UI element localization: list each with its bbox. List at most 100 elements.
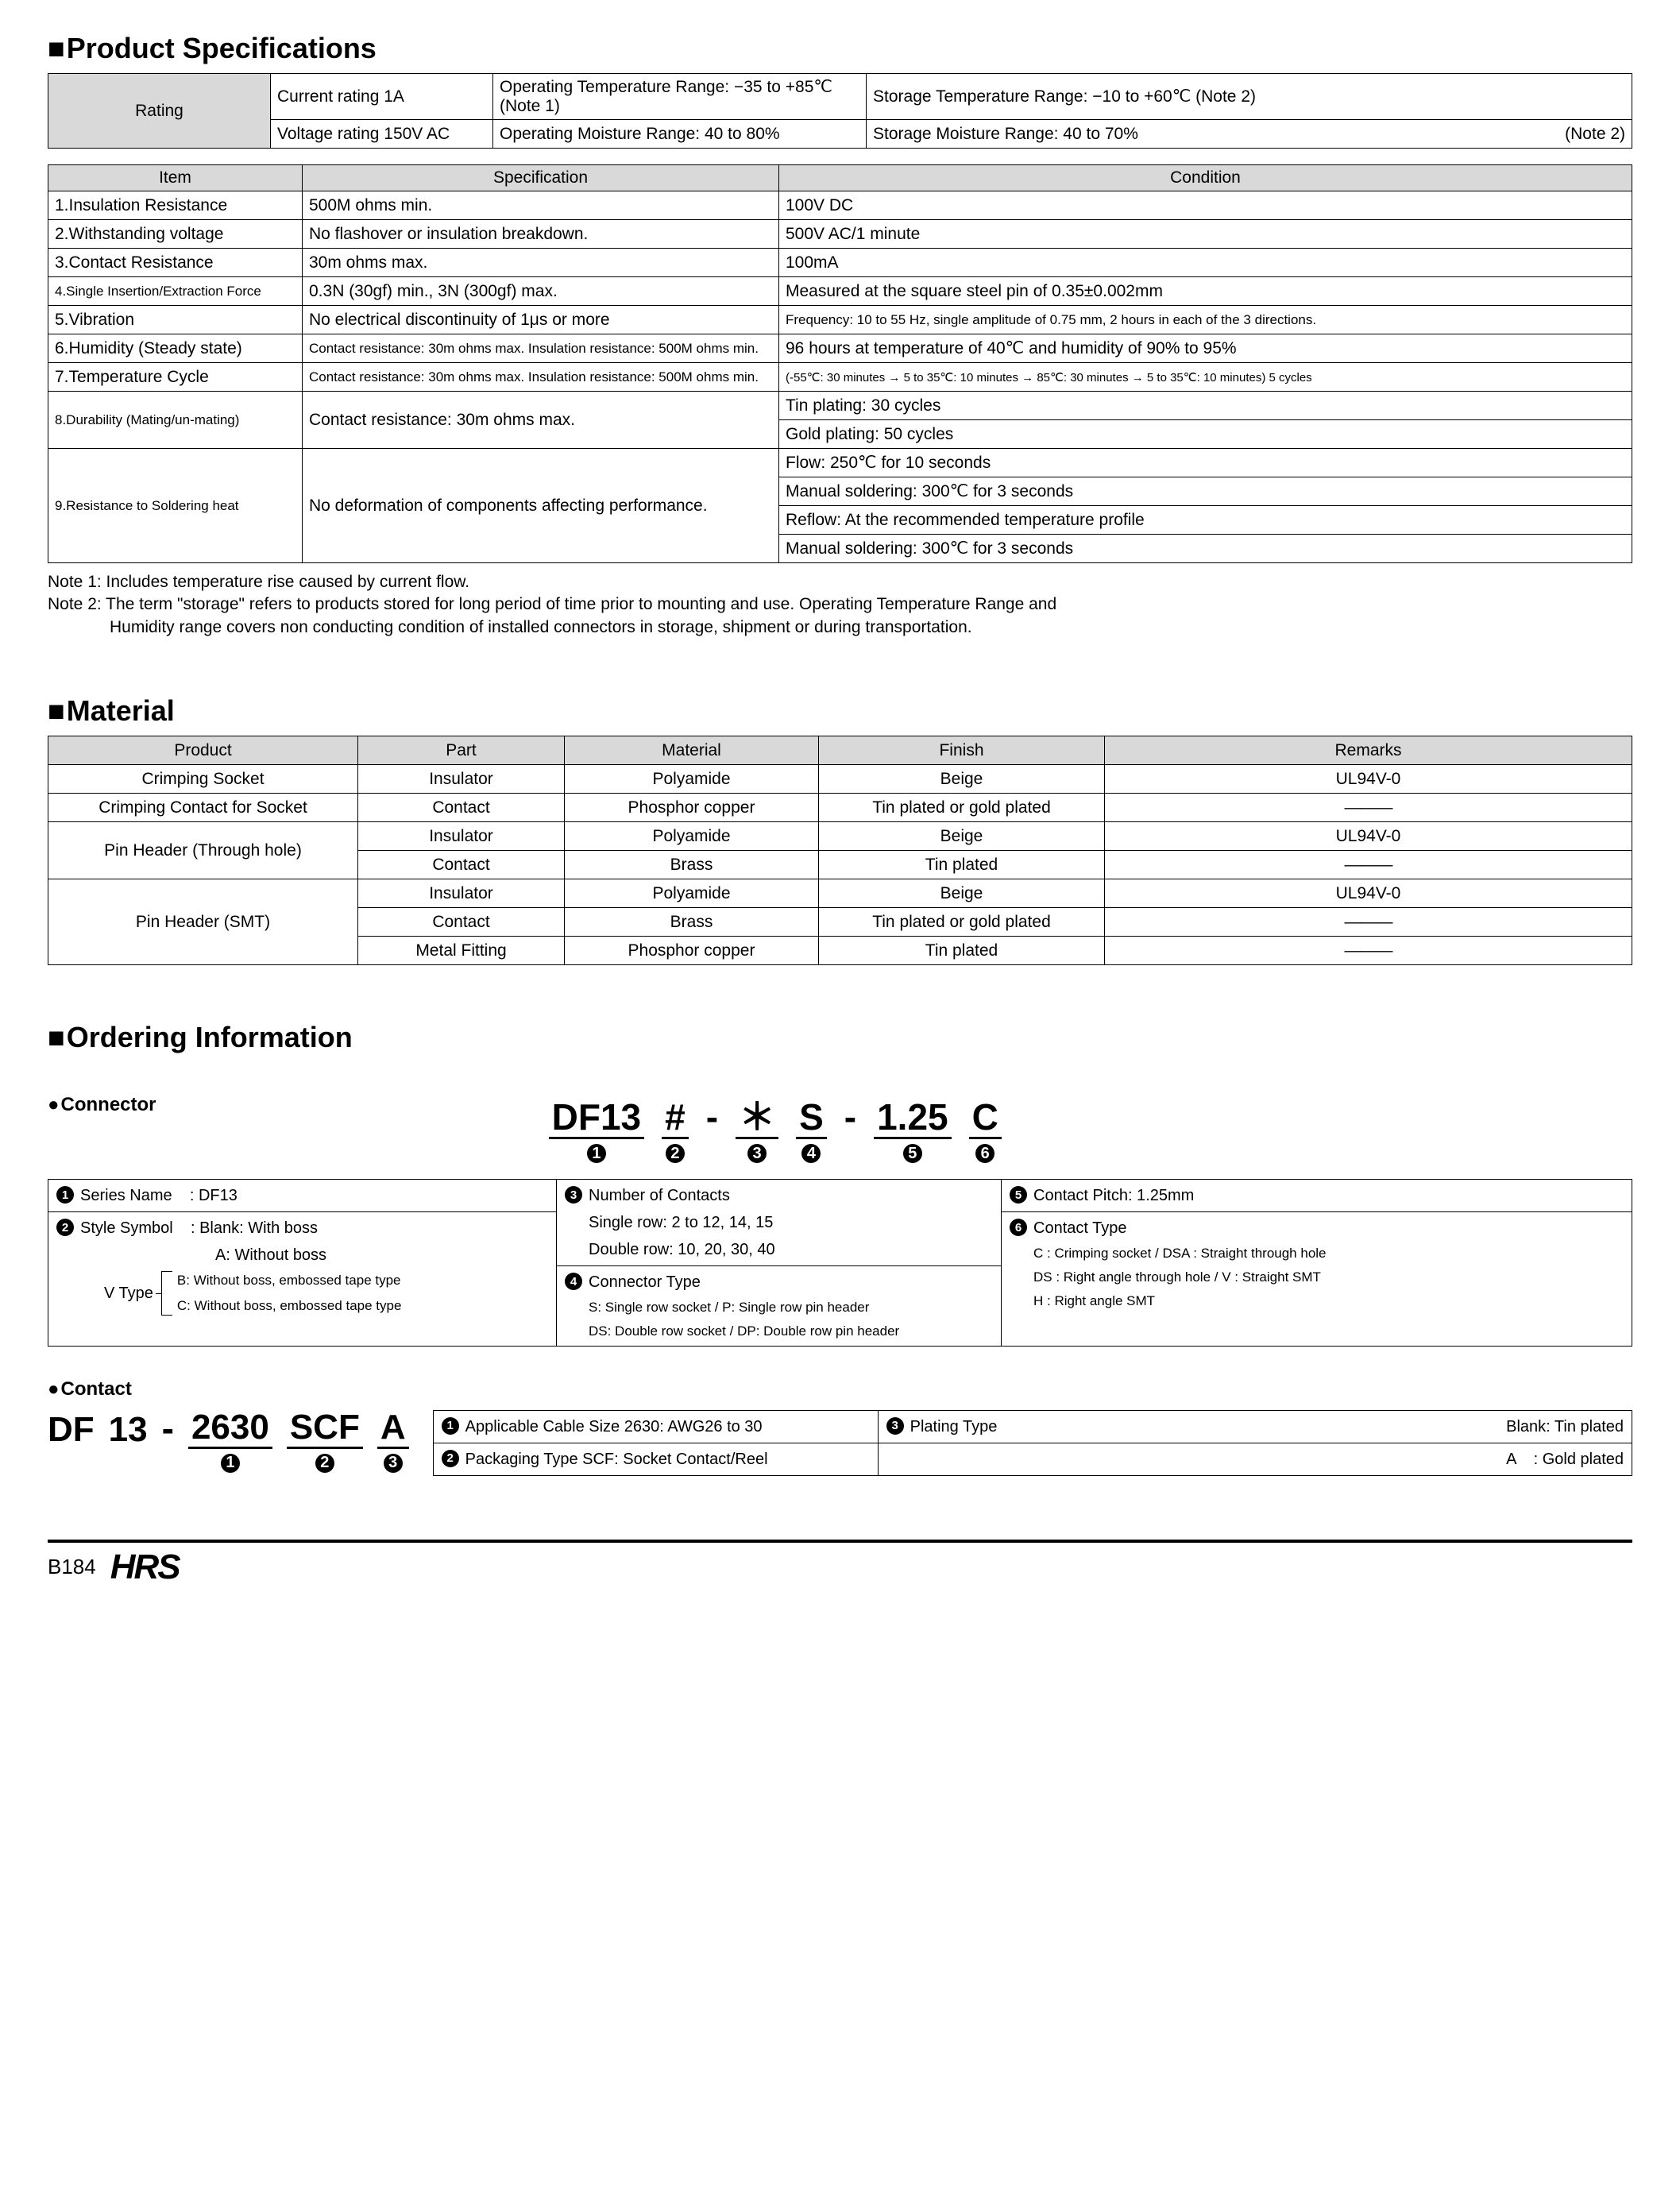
connector-part-number: DF131 #2 - ＊3 S4 - 1.255 C6 xyxy=(188,1099,1363,1163)
mat-cell: Metal Fitting xyxy=(358,937,565,965)
pn-sep: - xyxy=(706,1099,718,1135)
legend-val: : DF13 xyxy=(190,1187,238,1204)
rating-op-moist: Operating Moisture Range: 40 to 80% xyxy=(493,120,867,149)
contact-part-number: DF 13 - 26301 SCF2 A3 xyxy=(48,1410,409,1473)
mat-cell: Beige xyxy=(819,879,1105,908)
circled-num-icon: 2 xyxy=(442,1450,459,1467)
pn-seg: SCF xyxy=(287,1410,363,1449)
mat-cell: UL94V-0 xyxy=(1105,822,1632,851)
spec-cell: 30m ohms max. xyxy=(303,249,779,277)
spec-cell: 500V AC/1 minute xyxy=(779,220,1632,249)
legend-label: Number of Contacts xyxy=(589,1184,730,1207)
mat-cell: Insulator xyxy=(358,879,565,908)
legend-val: B: Without boss, embossed tape type xyxy=(177,1271,402,1290)
legend-item: 3Number of Contacts Single row: 2 to 12,… xyxy=(557,1180,1001,1266)
connector-legend: 1 Series Name : DF13 2 Style Symbol : Bl… xyxy=(48,1179,1632,1347)
mat-cell: UL94V-0 xyxy=(1105,879,1632,908)
mat-cell: Contact xyxy=(358,908,565,937)
note-2b: Humidity range covers non conducting con… xyxy=(48,616,1632,639)
pn-num-icon: 2 xyxy=(315,1454,334,1473)
circled-num-icon: 5 xyxy=(1010,1186,1027,1204)
spec-cell: 500M ohms min. xyxy=(303,191,779,220)
logo: HRS xyxy=(110,1548,180,1587)
legend-item: 2 Style Symbol : Blank: With boss A: Wit… xyxy=(48,1212,556,1320)
mat-cell: Crimping Contact for Socket xyxy=(48,794,358,822)
spec-cell: 100mA xyxy=(779,249,1632,277)
spec-cell: Measured at the square steel pin of 0.35… xyxy=(779,277,1632,306)
rating-st-moist-r: (Note 2) xyxy=(1565,125,1625,144)
mat-h: Product xyxy=(48,736,358,765)
spec-cell: 96 hours at temperature of 40℃ and humid… xyxy=(779,334,1632,363)
pn-num-icon: 1 xyxy=(587,1144,606,1163)
legend-label: V Type xyxy=(104,1282,156,1304)
legend-item: 4Connector Type S: Single row socket / P… xyxy=(557,1266,1001,1346)
legend-item: 3 Plating Type Blank: Tin plated xyxy=(879,1411,1632,1443)
spec-h-item: Item xyxy=(48,165,303,191)
spec-h-spec: Specification xyxy=(303,165,779,191)
spec-cell: 5.Vibration xyxy=(48,306,303,334)
rating-st-temp: Storage Temperature Range: −10 to +60℃ (… xyxy=(867,74,1632,120)
mat-cell: Insulator xyxy=(358,822,565,851)
spec-cell: Flow: 250℃ for 10 seconds xyxy=(779,449,1632,477)
mat-cell: Polyamide xyxy=(565,822,819,851)
legend-val: : Blank: With boss xyxy=(191,1219,318,1237)
circled-num-icon: 4 xyxy=(565,1273,582,1290)
spec-cell: 0.3N (30gf) min., 3N (300gf) max. xyxy=(303,277,779,306)
mat-cell: Beige xyxy=(819,822,1105,851)
mat-cell: ——— xyxy=(1105,851,1632,879)
spec-cell: No deformation of components affecting p… xyxy=(303,449,779,563)
legend-val: C: Without boss, embossed tape type xyxy=(177,1296,402,1316)
material-table: Product Part Material Finish Remarks Cri… xyxy=(48,736,1632,965)
spec-cell: 6.Humidity (Steady state) xyxy=(48,334,303,363)
note-2a: Note 2: The term "storage" refers to pro… xyxy=(48,593,1632,616)
legend-val: H : Right angle SMT xyxy=(1010,1292,1624,1311)
subtitle-contact: Contact xyxy=(48,1378,1632,1401)
pn-seg: C xyxy=(969,1099,1002,1139)
rating-st-moist-l: Storage Moisture Range: 40 to 70% xyxy=(873,125,1138,144)
spec-cell: Contact resistance: 30m ohms max. Insula… xyxy=(303,363,779,392)
legend-val: DS : Right angle through hole / V : Stra… xyxy=(1010,1268,1624,1287)
pn-seg: S xyxy=(796,1099,827,1139)
legend-item: 1Applicable Cable Size 2630: AWG26 to 30 xyxy=(434,1411,878,1443)
pn-seg: DF13 xyxy=(549,1099,644,1139)
legend-label: Style Symbol xyxy=(80,1219,173,1237)
mat-cell: Pin Header (SMT) xyxy=(48,879,358,965)
legend-val: Applicable Cable Size 2630: AWG26 to 30 xyxy=(465,1416,763,1438)
legend-item: 6Contact Type C : Crimping socket / DSA … xyxy=(1002,1212,1632,1315)
spec-cell: 2.Withstanding voltage xyxy=(48,220,303,249)
rating-voltage: Voltage rating 150V AC xyxy=(271,120,493,149)
legend-val: Single row: 2 to 12, 14, 15 xyxy=(565,1211,993,1234)
legend-val: DS: Double row socket / DP: Double row p… xyxy=(565,1322,993,1341)
spec-cell: 9.Resistance to Soldering heat xyxy=(48,449,303,563)
mat-cell: Contact xyxy=(358,794,565,822)
mat-h: Finish xyxy=(819,736,1105,765)
mat-cell: Tin plated xyxy=(819,937,1105,965)
legend-val: A: Without boss xyxy=(56,1244,548,1266)
pn-num-icon: 3 xyxy=(384,1454,403,1473)
spec-cell: 8.Durability (Mating/un-mating) xyxy=(48,392,303,449)
pn-num-icon: 2 xyxy=(666,1144,685,1163)
mat-h: Part xyxy=(358,736,565,765)
legend-label: Connector Type xyxy=(589,1271,701,1293)
spec-cell: 100V DC xyxy=(779,191,1632,220)
spec-cell: Manual soldering: 300℃ for 3 seconds xyxy=(779,477,1632,506)
spec-notes: Note 1: Includes temperature rise caused… xyxy=(48,571,1632,639)
legend-val: A : Gold plated xyxy=(1506,1448,1624,1470)
legend-item: 2Packaging Type SCF: Socket Contact/Reel xyxy=(434,1443,878,1475)
circled-num-icon: 2 xyxy=(56,1219,74,1236)
mat-cell: Brass xyxy=(565,908,819,937)
spec-cell: 7.Temperature Cycle xyxy=(48,363,303,392)
pn-seg: # xyxy=(662,1099,689,1139)
spec-h-cond: Condition xyxy=(779,165,1632,191)
spec-cell: Manual soldering: 300℃ for 3 seconds xyxy=(779,535,1632,563)
section-title-material: Material xyxy=(48,694,1632,728)
mat-cell: Tin plated or gold plated xyxy=(819,908,1105,937)
mat-cell: Phosphor copper xyxy=(565,937,819,965)
pn-sep: - xyxy=(162,1410,174,1447)
spec-table: Item Specification Condition 1.Insulatio… xyxy=(48,164,1632,563)
pn-num-icon: 6 xyxy=(975,1144,994,1163)
spec-cell: No flashover or insulation breakdown. xyxy=(303,220,779,249)
circled-num-icon: 3 xyxy=(886,1417,904,1435)
mat-cell: Polyamide xyxy=(565,879,819,908)
pn-sep: - xyxy=(844,1099,856,1135)
